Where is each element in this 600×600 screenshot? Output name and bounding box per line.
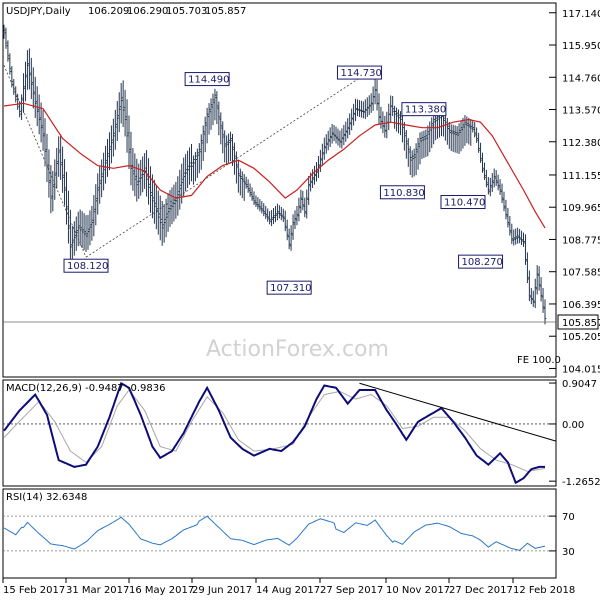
fe-label: FE 100.0 (517, 355, 561, 366)
x-tick-label: 16 May 2017 (129, 585, 194, 596)
price-annotation-label: 110.470 (444, 198, 485, 209)
price-annotation-label: 107.310 (270, 283, 311, 294)
x-tick-label: 15 Feb 2017 (3, 585, 65, 596)
channel-line (3, 65, 87, 258)
price-ytick-label: 115.950 (562, 41, 600, 52)
price-ohlc-high: 106.290 (127, 6, 168, 17)
price-annotation-box (458, 254, 504, 269)
macd-line (3, 381, 545, 485)
macd-panel (2, 379, 557, 487)
rsi-ytick-label: 70 (562, 512, 575, 523)
price-annotation-box (379, 185, 425, 200)
rsi-line (3, 515, 546, 551)
price-ytick-label: 112.380 (562, 138, 600, 149)
price-ytick-label: 117.140 (562, 9, 600, 20)
price-annotation-label: 114.490 (188, 75, 229, 86)
price-annotation-box (266, 280, 312, 295)
price-ytick-label: 114.760 (562, 73, 600, 84)
price-ytick-label: 104.015 (562, 364, 600, 375)
price-annotation-label: 113.380 (405, 105, 446, 116)
macd-title: MACD(12,26,9) -0.9487 -0.9836 (6, 383, 166, 394)
macd-ytick-label: 0.00 (562, 420, 584, 431)
x-tick-label: 31 Mar 2017 (66, 585, 129, 596)
rsi-ytick-label: 30 (562, 547, 575, 558)
x-tick-label: 10 Nov 2017 (386, 585, 450, 596)
current-price-label: 105.857 (562, 318, 600, 329)
price-annotation-box (184, 72, 230, 87)
channel-line (85, 77, 360, 258)
price-annotation-label: 114.730 (340, 68, 381, 79)
price-ytick-label: 113.570 (562, 106, 600, 117)
current-price-box (557, 314, 599, 330)
x-tick-label: 14 Aug 2017 (256, 585, 320, 596)
price-ohlc-low: 105.703 (166, 6, 207, 17)
price-annotation-box (63, 258, 109, 273)
price-annotation-label: 108.120 (67, 261, 108, 272)
price-ytick-label: 106.395 (562, 300, 600, 311)
price-ytick-label: 107.585 (562, 268, 600, 279)
price-ytick-label: 109.965 (562, 203, 600, 214)
price-ohlc-open: 106.209 (88, 6, 129, 17)
rsi-panel (2, 488, 557, 579)
price-ytick-label: 105.205 (562, 332, 600, 343)
watermark: ActionForex.com (206, 337, 389, 362)
price-annotation-box (336, 65, 382, 80)
macd-ytick-label: 0.9047 (562, 379, 597, 390)
price-ytick-label: 111.155 (562, 171, 600, 182)
x-tick-label: 12 Feb 2018 (513, 585, 575, 596)
price-annotation-box (401, 102, 447, 117)
price-annotation-label: 110.830 (383, 188, 424, 199)
price-ohlc-close: 105.857 (205, 6, 246, 17)
price-annotation-label: 108.270 (462, 257, 503, 268)
price-ytick-label: 108.775 (562, 235, 600, 246)
price-annotation-box (440, 195, 486, 210)
price-title: USDJPY,Daily (6, 6, 71, 17)
x-tick-label: 27 Dec 2017 (449, 585, 513, 596)
x-tick-label: 29 Jun 2017 (192, 585, 252, 596)
price-panel (2, 2, 557, 378)
price-bars (2, 24, 547, 325)
rsi-title: RSI(14) 32.6348 (6, 492, 87, 503)
x-tick-label: 27 Sep 2017 (320, 585, 383, 596)
macd-signal-line (3, 389, 546, 472)
macd-ytick-label: -1.2652 (562, 477, 600, 488)
moving-average-line (3, 102, 546, 229)
macd-trendline (359, 382, 557, 442)
